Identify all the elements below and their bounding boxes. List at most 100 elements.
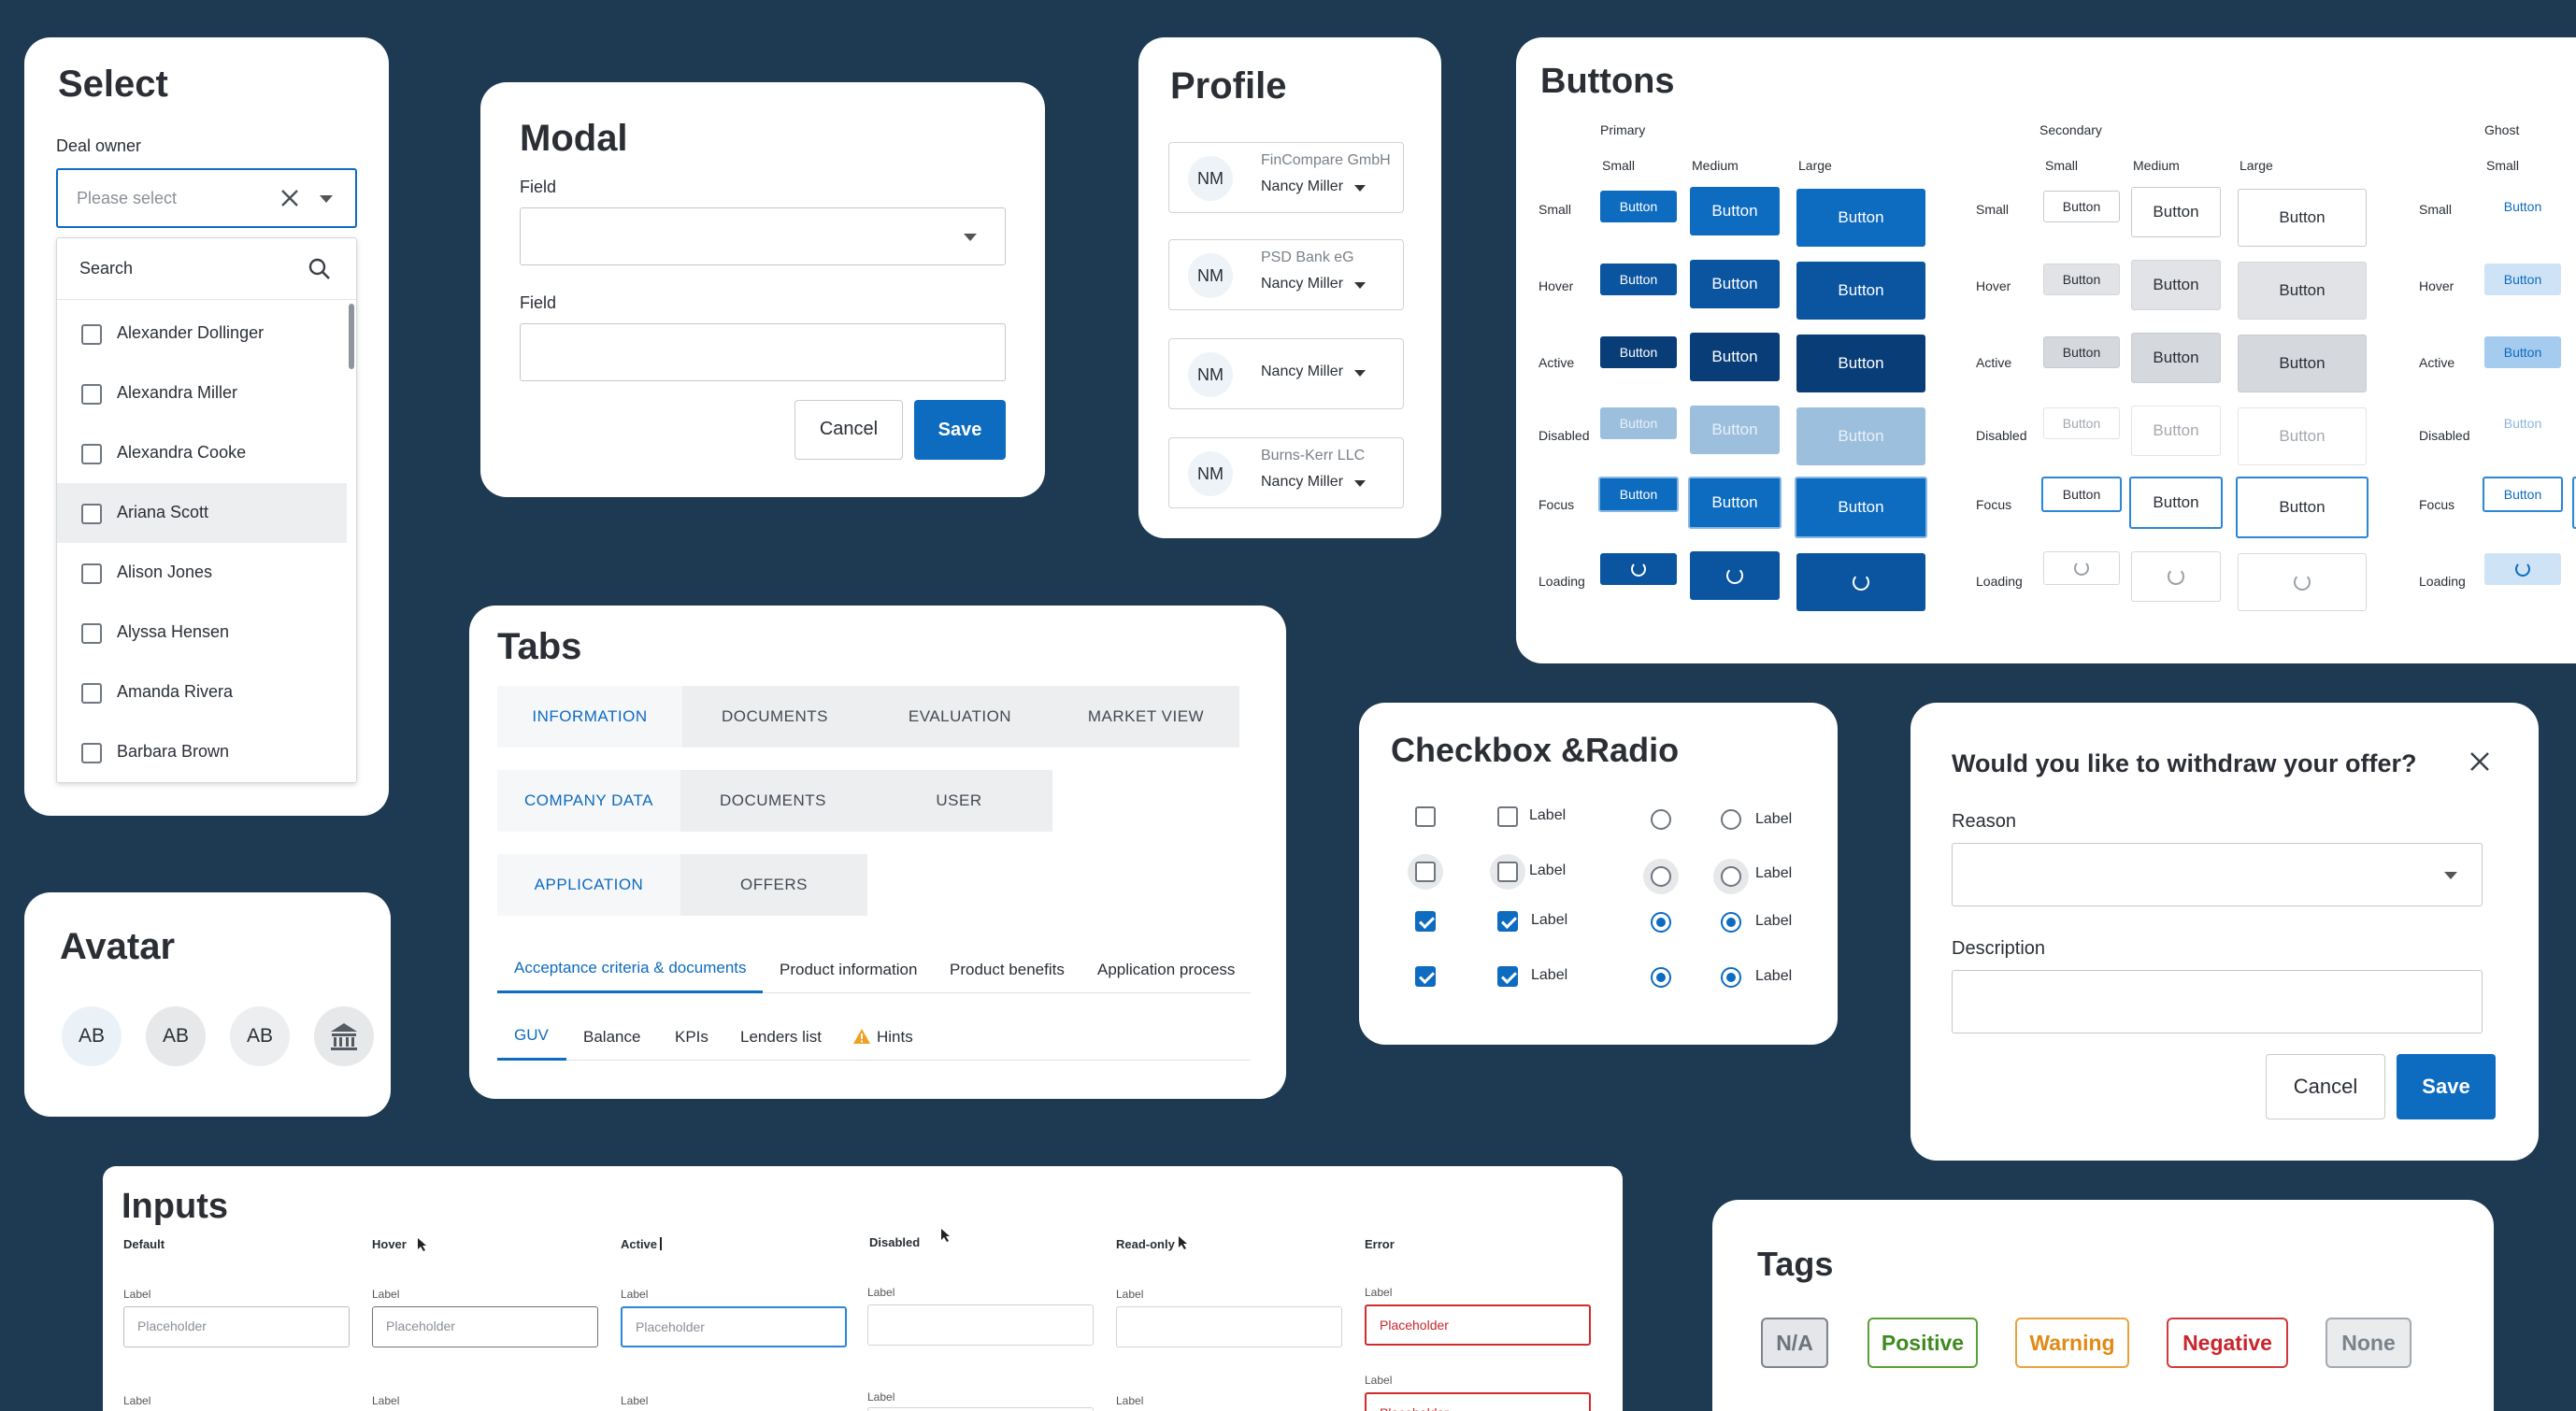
primary-medium-button-active[interactable]: Button <box>1690 333 1780 381</box>
list-item[interactable]: Barbara Brown <box>57 722 347 782</box>
tab-application[interactable]: APPLICATION <box>497 854 680 916</box>
chevron-down-icon[interactable] <box>964 234 977 241</box>
tab-documents[interactable]: DOCUMENTS <box>682 686 867 748</box>
list-item[interactable]: Ariana Scott <box>57 483 347 543</box>
tab-user[interactable]: USER <box>866 770 1052 832</box>
list-item[interactable]: Alexandra Cooke <box>57 423 347 483</box>
checkbox-checked[interactable] <box>1415 911 1436 932</box>
input-error[interactable]: Placeholder <box>1365 1304 1591 1346</box>
secondary-large-button[interactable]: Button <box>2238 189 2367 247</box>
tab-balance[interactable]: Balance <box>583 1028 641 1046</box>
checkbox-checked[interactable] <box>1497 911 1518 932</box>
reason-select[interactable] <box>1952 843 2483 906</box>
checkbox[interactable] <box>1415 806 1436 827</box>
secondary-medium-button-active[interactable]: Button <box>2131 333 2221 383</box>
secondary-small-button-hover[interactable]: Button <box>2043 264 2120 295</box>
input-hover[interactable]: Placeholder <box>372 1306 598 1347</box>
profile-item[interactable]: NM Nancy Miller <box>1168 338 1404 409</box>
chevron-down-icon[interactable] <box>1354 370 1366 377</box>
secondary-large-button-focus[interactable]: Button <box>2236 477 2368 538</box>
chevron-down-icon[interactable] <box>320 195 333 203</box>
field-select[interactable] <box>520 207 1006 265</box>
ghost-small-button-active[interactable]: Button <box>2484 336 2561 368</box>
tab-product-benefits[interactable]: Product benefits <box>950 961 1065 978</box>
primary-small-button-focus[interactable]: Button <box>1598 477 1679 512</box>
primary-large-button[interactable]: Button <box>1796 189 1925 247</box>
secondary-medium-button-focus[interactable]: Button <box>2129 477 2223 529</box>
clear-icon[interactable] <box>279 187 301 209</box>
input-default[interactable]: Placeholder <box>123 1306 350 1347</box>
tab-kpis[interactable]: KPIs <box>675 1028 708 1046</box>
radio-checked[interactable] <box>1651 912 1671 933</box>
list-item[interactable]: Alexander Dollinger <box>57 304 347 363</box>
checkbox[interactable] <box>1497 806 1518 827</box>
checkbox-checked[interactable] <box>1415 966 1436 987</box>
primary-large-button-hover[interactable]: Button <box>1796 262 1925 320</box>
tab-information[interactable]: INFORMATION <box>497 686 682 748</box>
list-item[interactable]: Alexandra Miller <box>57 363 347 423</box>
secondary-large-button-active[interactable]: Button <box>2238 335 2367 392</box>
primary-large-button-focus[interactable]: Button <box>1795 477 1927 538</box>
ghost-small-button-hover[interactable]: Button <box>2484 264 2561 295</box>
checkbox[interactable] <box>81 504 102 524</box>
search-input[interactable]: Search <box>57 238 356 300</box>
tab-company-data[interactable]: COMPANY DATA <box>497 770 680 832</box>
tab-documents[interactable]: DOCUMENTS <box>680 770 866 832</box>
tab-application-process[interactable]: Application process <box>1097 961 1236 978</box>
chevron-down-icon[interactable] <box>2444 872 2457 879</box>
close-icon[interactable] <box>2468 749 2492 778</box>
list-item[interactable]: Amanda Rivera <box>57 663 347 722</box>
radio-hover[interactable] <box>1651 866 1671 887</box>
checkbox[interactable] <box>81 384 102 405</box>
tab-lenders-list[interactable]: Lenders list <box>740 1028 822 1046</box>
checkbox[interactable] <box>81 563 102 584</box>
radio[interactable] <box>1651 809 1671 830</box>
secondary-small-button[interactable]: Button <box>2043 191 2120 222</box>
chevron-down-icon[interactable] <box>1354 185 1366 192</box>
checkbox[interactable] <box>81 623 102 644</box>
radio[interactable] <box>1721 809 1741 830</box>
primary-small-button-active[interactable]: Button <box>1600 336 1677 368</box>
cancel-button[interactable]: Cancel <box>2266 1054 2385 1119</box>
description-input[interactable] <box>1952 970 2483 1033</box>
checkbox-checked[interactable] <box>1497 966 1518 987</box>
tab-offers[interactable]: OFFERS <box>680 854 867 916</box>
tab-hints[interactable]: Hints <box>877 1028 913 1046</box>
scrollbar[interactable] <box>349 304 354 369</box>
radio-checked[interactable] <box>1721 912 1741 933</box>
primary-medium-button-focus[interactable]: Button <box>1688 477 1782 529</box>
save-button[interactable]: Save <box>2397 1054 2496 1119</box>
radio-checked[interactable] <box>1651 967 1671 988</box>
primary-small-button[interactable]: Button <box>1600 191 1677 222</box>
radio-hover[interactable] <box>1721 866 1741 887</box>
tab-evaluation[interactable]: EVALUATION <box>867 686 1052 748</box>
checkbox[interactable] <box>81 324 102 345</box>
ghost-medium-button-focus-partial[interactable] <box>2572 477 2576 529</box>
list-item[interactable]: Alison Jones <box>57 543 347 603</box>
secondary-small-button-focus[interactable]: Button <box>2041 477 2122 512</box>
cancel-button[interactable]: Cancel <box>794 400 903 460</box>
checkbox-hover[interactable] <box>1497 862 1518 882</box>
select-input[interactable]: Please select <box>56 168 357 228</box>
profile-item[interactable]: NM FinCompare GmbH Nancy Miller <box>1168 142 1404 213</box>
primary-small-button-hover[interactable]: Button <box>1600 264 1677 295</box>
chevron-down-icon[interactable] <box>1354 282 1366 289</box>
secondary-small-button-active[interactable]: Button <box>2043 336 2120 368</box>
secondary-large-button-hover[interactable]: Button <box>2238 262 2367 320</box>
checkbox[interactable] <box>81 743 102 763</box>
secondary-medium-button[interactable]: Button <box>2131 187 2221 237</box>
input-active[interactable]: Placeholder <box>621 1306 847 1347</box>
ghost-small-button[interactable]: Button <box>2503 199 2542 214</box>
tab-acceptance-criteria[interactable]: Acceptance criteria & documents <box>514 959 747 976</box>
primary-medium-button-hover[interactable]: Button <box>1690 260 1780 308</box>
chevron-down-icon[interactable] <box>1354 480 1366 487</box>
field-input[interactable] <box>520 323 1006 381</box>
save-button[interactable]: Save <box>914 400 1006 460</box>
profile-item[interactable]: NM Burns-Kerr LLC Nancy Miller <box>1168 437 1404 508</box>
checkbox-hover[interactable] <box>1415 862 1436 882</box>
tab-market-view[interactable]: MARKET VIEW <box>1052 686 1239 748</box>
radio-checked[interactable] <box>1721 967 1741 988</box>
tab-product-information[interactable]: Product information <box>780 961 918 978</box>
secondary-medium-button-hover[interactable]: Button <box>2131 260 2221 310</box>
checkbox[interactable] <box>81 683 102 704</box>
